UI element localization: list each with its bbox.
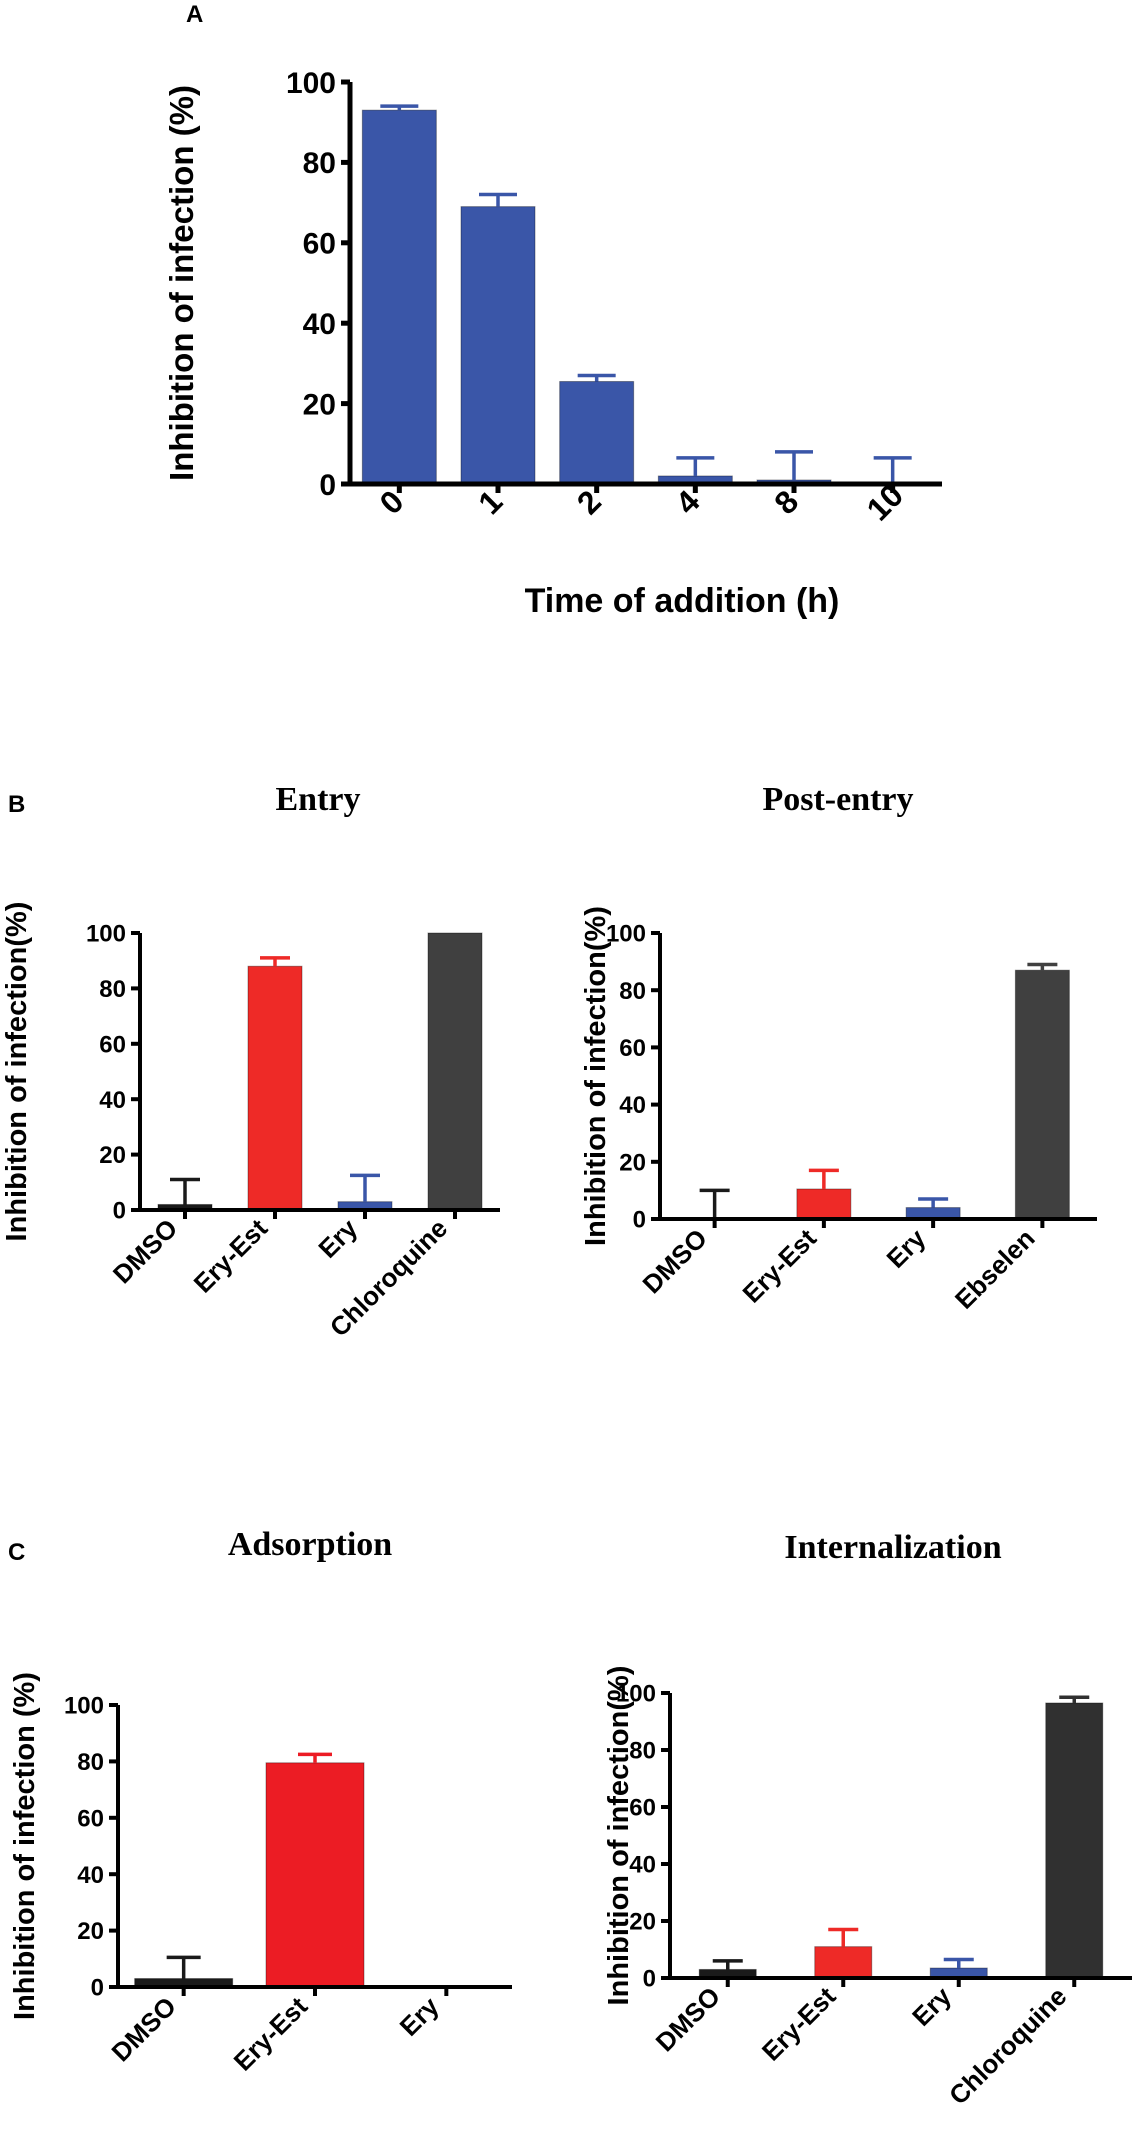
chart-c-adsorption: Adsorption 0 20 40 60 80 100 DMSO Ery-Est Ery Inhi… — [9, 1526, 512, 2077]
chart-c-internalization: Internalization 0 20 40 60 80 100 DMSO Ery-Est Er… — [603, 1529, 1132, 2110]
bar-2 — [559, 380, 635, 485]
bar-ery-est — [796, 1188, 852, 1220]
y-tick-label: 20 — [619, 1149, 646, 1176]
y-tick-label: 40 — [303, 308, 336, 341]
y-tick-label: 20 — [99, 1142, 126, 1169]
y-tick-label: 20 — [77, 1918, 104, 1945]
bar-ery-est — [247, 965, 303, 1211]
bar-1 — [460, 206, 536, 485]
x-tick-label: Chloroquine — [943, 1981, 1072, 2110]
bar-0 — [361, 109, 437, 485]
y-axis-label: Inhibition of infection(%) — [603, 1666, 635, 2006]
y-tick-label: 40 — [99, 1087, 126, 1114]
y-tick-label: 80 — [619, 978, 646, 1005]
x-tick-label: Ery-Est — [756, 1981, 842, 2067]
y-tick-label: 20 — [629, 1909, 656, 1936]
panel-label-b: B — [8, 791, 25, 818]
chart-b-postentry: Post-entry 0 20 40 60 80 100 DMSO Ery-Est Ery Ebse… — [580, 781, 1097, 1315]
y-tick-label: 0 — [633, 1207, 646, 1234]
bar-chloroquine — [427, 932, 483, 1211]
y-axis-label: Inhibition of infection (%) — [9, 1672, 41, 2020]
x-tick-label: 1 — [471, 483, 509, 521]
x-tick-label: Ery — [312, 1213, 363, 1264]
y-tick-label: 100 — [606, 921, 646, 948]
y-tick-label: 80 — [303, 147, 336, 180]
y-axis-label: Inhibition of infection (%) — [163, 85, 200, 481]
y-tick-label: 100 — [616, 1681, 656, 1708]
x-tick-label: 4 — [669, 483, 707, 521]
x-tick-label: 2 — [570, 483, 608, 521]
y-tick-label: 40 — [77, 1862, 104, 1889]
y-tick-label: 100 — [86, 921, 126, 948]
x-tick-label: 0 — [373, 483, 411, 521]
y-tick-label: 60 — [303, 228, 336, 261]
bar-ebselen — [1014, 969, 1070, 1220]
x-tick-label: DMSO — [637, 1223, 713, 1299]
y-tick-label: 40 — [629, 1852, 656, 1879]
x-tick-label: Ery-Est — [737, 1223, 823, 1309]
chart-title: Entry — [276, 781, 361, 818]
x-tick-label: Ery-Est — [188, 1213, 274, 1299]
y-tick-label: 60 — [629, 1795, 656, 1822]
x-tick-label: Ery — [881, 1223, 932, 1274]
chart-title: Post-entry — [762, 781, 913, 818]
panel-label-a: A — [186, 1, 203, 28]
y-tick-label: 60 — [77, 1805, 104, 1832]
y-tick-label: 0 — [643, 1966, 656, 1993]
bar-chloroquine — [1045, 1702, 1104, 1979]
y-tick-label: 20 — [303, 388, 336, 421]
y-tick-label: 80 — [99, 976, 126, 1003]
y-axis-label: Inhibition of infection(%) — [580, 906, 612, 1246]
y-tick-label: 100 — [286, 67, 336, 100]
chart-title: Adsorption — [228, 1526, 392, 1563]
y-tick-label: 40 — [619, 1092, 646, 1119]
y-tick-label: 80 — [629, 1738, 656, 1765]
x-tick-label: Ery-Est — [228, 1991, 314, 2077]
y-tick-label: 80 — [77, 1749, 104, 1776]
x-tick-label: DMSO — [650, 1981, 726, 2057]
y-tick-label: 100 — [64, 1693, 104, 1720]
bar-ery-est — [265, 1762, 365, 1988]
x-tick-label: DMSO — [106, 1991, 182, 2067]
bar-ery-est — [814, 1946, 873, 1979]
y-tick-label: 60 — [619, 1035, 646, 1062]
y-tick-label: 0 — [91, 1975, 104, 2002]
y-tick-label: 0 — [113, 1198, 126, 1225]
x-tick-label: Ery — [906, 1981, 957, 2032]
panel-label-c: C — [8, 1539, 25, 1566]
x-tick-label: Ery — [394, 1991, 445, 2042]
x-tick-label: 8 — [767, 483, 805, 521]
y-axis-label: Inhibition of infection(%) — [1, 902, 33, 1242]
y-tick-label: 0 — [319, 469, 336, 502]
chart-title: Internalization — [784, 1529, 1001, 1566]
x-tick-label: Ebselen — [949, 1223, 1041, 1315]
x-axis-label: Time of addition (h) — [525, 582, 840, 620]
y-tick-label: 60 — [99, 1031, 126, 1058]
